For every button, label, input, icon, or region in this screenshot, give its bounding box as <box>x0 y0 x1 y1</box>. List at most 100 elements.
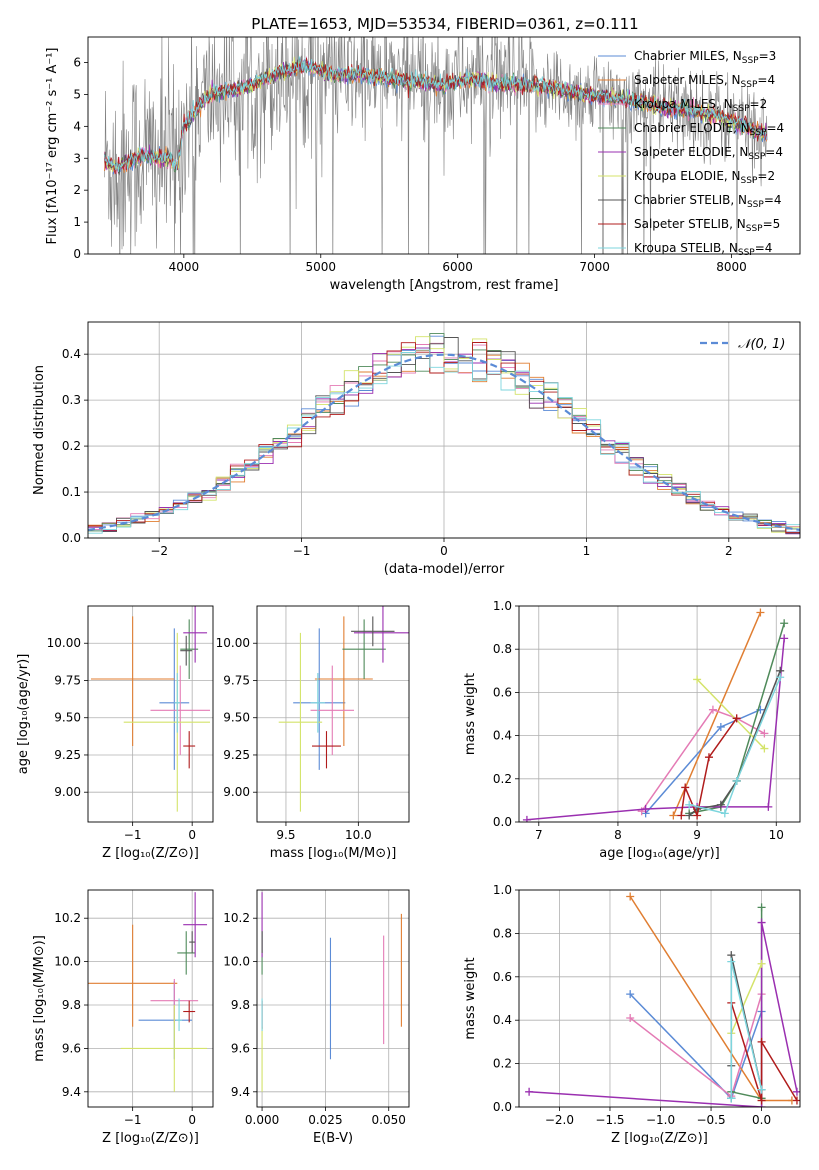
y-tick-label: 10.0 <box>223 955 250 969</box>
legend-label: Chabrier STELIB, NSSP=4 <box>634 193 782 210</box>
x-tick-label: −1 <box>124 828 142 842</box>
plot-area <box>278 606 409 812</box>
y-tick-label: 0.6 <box>493 685 512 699</box>
weight-marker <box>780 619 789 628</box>
x-tick-label: −0.5 <box>696 1113 725 1127</box>
axes-frame <box>518 889 801 1108</box>
y-tick-label: 0.4 <box>493 729 512 743</box>
normal-reference-curve <box>88 353 800 531</box>
y-tick-label: 4 <box>73 119 81 133</box>
x-tick-label: 4000 <box>169 260 200 274</box>
plot-area <box>261 892 402 1092</box>
y-axis-label: Flux [fλ10⁻¹⁷ erg cm⁻² s⁻¹ A⁻¹] <box>45 48 60 245</box>
plot-area <box>88 333 800 535</box>
weight-marker <box>760 744 769 753</box>
x-tick-label: 0.025 <box>308 1113 342 1127</box>
weight-marker <box>669 811 678 820</box>
legend-count: =4 <box>766 121 784 135</box>
x-axis-label: Z [log₁₀(Z/Z⊙)] <box>102 846 199 861</box>
axes-frame <box>518 605 801 823</box>
x-tick-label: 0.050 <box>372 1113 406 1127</box>
legend-sub: SSP <box>742 56 759 66</box>
legend-label: 𝒩(0, 1) <box>738 337 785 352</box>
legend-sub: SSP <box>741 80 758 90</box>
weight-line <box>641 708 765 812</box>
x-tick-label: 7000 <box>579 260 610 274</box>
y-tick-label: 9.00 <box>223 785 250 799</box>
y-tick-label: 10.2 <box>223 911 250 925</box>
weight-marker <box>708 705 717 714</box>
legend-label: Chabrier ELODIE, NSSP=4 <box>634 121 784 138</box>
weight-marker <box>720 809 729 818</box>
y-tick-label: 0.8 <box>493 926 512 940</box>
weight-marker <box>732 714 741 723</box>
chart-age_vs_Z: −1 0 9.00 9.25 9.50 9.75 10.00 Z [log₁₀(Z/Z⊙)] a… <box>16 605 214 861</box>
axes-frame <box>256 889 410 1108</box>
model-line <box>104 55 767 172</box>
legend-sub: SSP <box>748 152 765 162</box>
weight-marker <box>685 811 694 820</box>
y-tick-label: 1.0 <box>493 599 512 613</box>
chart-age_vs_mass: 9.5 10.0 9.00 9.25 9.50 9.75 10.00 mass [log₁₀(… <box>216 605 410 861</box>
weight-marker <box>693 675 702 684</box>
weight-marker <box>727 957 736 966</box>
legend-text: Salpeter STELIB, N <box>634 217 746 231</box>
x-tick-label: −1 <box>124 1113 142 1127</box>
legend-count: =4 <box>755 241 773 255</box>
legend-count: =4 <box>757 73 775 87</box>
y-axis-label: mass [log₁₀(M/M⊙)] <box>32 935 47 1062</box>
x-axis-label: age [log₁₀(age/yr)] <box>599 846 720 861</box>
x-axis-label: mass [log₁₀(M/M⊙)] <box>270 846 397 861</box>
legend-text: Chabrier ELODIE, N <box>634 121 750 135</box>
legend-text: Kroupa ELODIE, N <box>634 169 741 183</box>
y-axis-label: age [log₁₀(age/yr)] <box>16 654 31 775</box>
x-tick-label: 1 <box>583 544 591 558</box>
legend: 𝒩(0, 1) <box>700 337 785 352</box>
y-tick-label: 10.0 <box>54 955 81 969</box>
legend-label: Chabrier MILES, NSSP=3 <box>634 49 776 66</box>
weight-marker <box>626 990 635 999</box>
x-tick-label: 2 <box>725 544 733 558</box>
x-tick-label: −2 <box>150 544 168 558</box>
weight-marker <box>641 805 650 814</box>
x-tick-label: 9.5 <box>276 828 295 842</box>
weight-marker <box>757 903 766 912</box>
plot-area <box>88 892 208 1092</box>
weight-line <box>730 1002 798 1101</box>
x-tick-label: 10 <box>769 828 784 842</box>
weight-marker <box>756 608 765 617</box>
y-tick-label: 0.1 <box>62 485 81 499</box>
weight-marker <box>727 1094 736 1103</box>
legend-label: Kroupa STELIB, NSSP=4 <box>634 241 772 258</box>
y-tick-label: 0.2 <box>493 1057 512 1071</box>
legend-text: Salpeter ELODIE, N <box>634 145 748 159</box>
weight-line <box>529 922 798 1107</box>
y-tick-label: 9.4 <box>231 1085 250 1099</box>
x-tick-label: 9 <box>693 828 701 842</box>
y-tick-label: 0.0 <box>493 1100 512 1114</box>
legend-label: Salpeter ELODIE, NSSP=4 <box>634 145 783 162</box>
legend-count: =3 <box>759 49 777 63</box>
y-tick-label: 5 <box>73 87 81 101</box>
axes-frame <box>87 889 214 1108</box>
y-tick-label: 0 <box>73 247 81 261</box>
legend-sub: SSP <box>733 104 750 114</box>
y-tick-label: 0.0 <box>62 531 81 545</box>
y-tick-label: 0.4 <box>62 347 81 361</box>
weight-marker <box>716 722 725 731</box>
y-tick-label: 9.8 <box>231 998 250 1012</box>
chart-mass_vs_Z: −1 0 9.4 9.6 9.8 10.0 10.2 Z [log₁₀(Z/Z⊙)] mass … <box>32 889 214 1146</box>
y-tick-label: 9.8 <box>62 998 81 1012</box>
x-tick-label: 5000 <box>305 260 336 274</box>
x-tick-label: −1 <box>293 544 311 558</box>
x-axis-label: E(B-V) <box>313 1131 353 1146</box>
weight-marker <box>681 783 690 792</box>
y-tick-label: 0.6 <box>493 970 512 984</box>
weight-marker <box>780 634 789 643</box>
legend-text: Kroupa STELIB, N <box>634 241 738 255</box>
weight-marker <box>693 811 702 820</box>
legend-count: =4 <box>765 145 783 159</box>
weight-marker <box>626 1014 635 1023</box>
